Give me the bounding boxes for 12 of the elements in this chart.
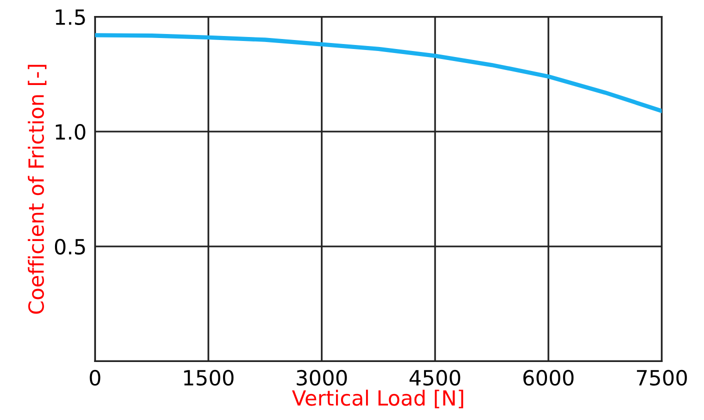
x-tick-label: 1500 xyxy=(184,370,234,386)
y-tick-label: 0.5 xyxy=(54,238,85,255)
x-tick-label: 0 xyxy=(90,370,100,386)
x-tick-label: 3000 xyxy=(296,370,347,386)
x-tick-label: 4500 xyxy=(410,370,460,386)
x-tick-label: 7500 xyxy=(636,370,687,386)
y-tick-label: 1.5 xyxy=(56,10,85,26)
line-series xyxy=(95,33,662,114)
x-tick-label: 6000 xyxy=(523,370,574,386)
y-tick-label: 1.0 xyxy=(56,124,86,140)
y-axis-title: Coefficient of Friction [-] xyxy=(28,64,46,314)
x-axis-title: Vertical Load [N] xyxy=(292,390,464,408)
